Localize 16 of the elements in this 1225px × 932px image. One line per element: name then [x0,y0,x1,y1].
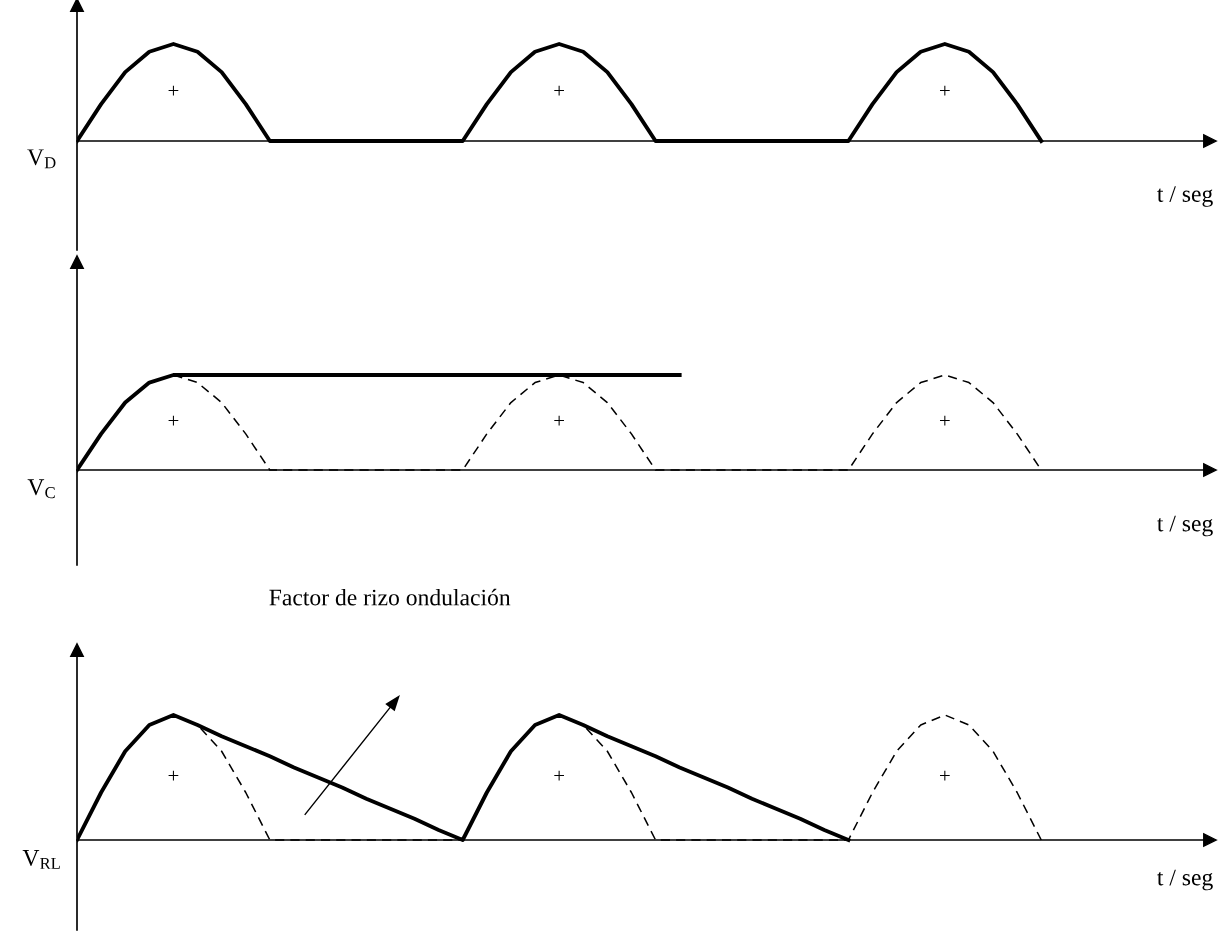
text: Factor de rizo ondulación [269,588,511,606]
annotation: + [939,85,950,96]
y-axis-title: V$_{C}$ [27,479,55,499]
annotation: + [554,85,564,96]
annotation: + [554,415,564,426]
y-axis-title: V$_{D}$ [27,149,56,169]
annotation: + [939,770,950,781]
annotation: + [939,415,950,426]
x-axis-title: t / seg [1157,186,1213,207]
annotation: + [168,770,179,781]
annotation: + [554,770,564,781]
x-axis-title: t / seg [1157,515,1213,537]
x-axis-title: t / seg [1157,869,1213,891]
annotation: + [168,85,179,96]
annotation: + [168,415,179,426]
y-axis-title: V$_{RL}$ [22,850,60,869]
